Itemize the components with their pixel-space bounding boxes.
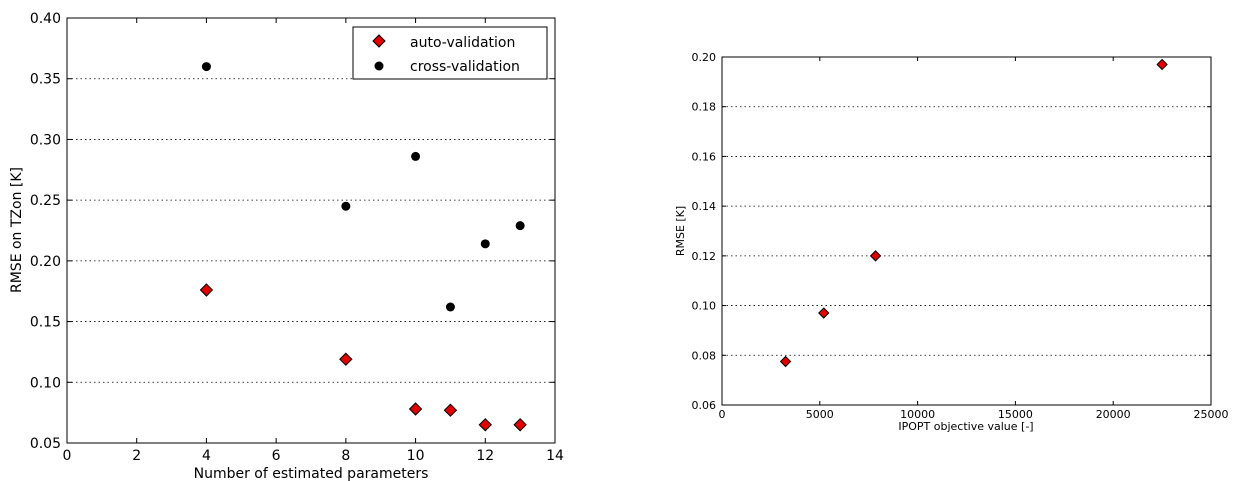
y-tick-label: 0.20 xyxy=(692,51,717,64)
y-tick-label: 0.15 xyxy=(30,315,61,331)
y-tick-label: 0.20 xyxy=(30,254,61,270)
data-point-circle xyxy=(341,201,351,211)
x-tick-label: 20000 xyxy=(1096,408,1131,421)
chart-rmse-vs-parameters: 0.05 0.10 0.15 0.20 0.25 0.30 0.35 0.40 0 2 4 6 8 10 1… xyxy=(9,11,564,481)
y-tick-label: 0.16 xyxy=(692,150,717,163)
data-point-circle xyxy=(515,221,525,231)
data-point-diamond xyxy=(513,418,527,432)
data-point-diamond xyxy=(818,307,830,319)
x-tick-label: 6 xyxy=(272,448,281,464)
grid-lines xyxy=(67,78,555,383)
x-tick-label: 14 xyxy=(546,448,564,464)
x-tick-label: 0 xyxy=(719,408,726,421)
y-tick-label: 0.18 xyxy=(692,101,717,114)
x-tick-label: 15000 xyxy=(998,408,1033,421)
y-tick-label: 0.12 xyxy=(692,250,717,263)
legend-label-auto-validation: auto-validation xyxy=(410,35,515,51)
legend-box xyxy=(352,26,548,80)
x-tick-label: 25000 xyxy=(1194,408,1229,421)
y-tick-label: 0.40 xyxy=(30,11,61,27)
plot-frame xyxy=(721,56,1212,406)
axis-ticks: 0.06 0.08 0.10 0.12 0.14 0.16 0.18 0.20 0 5000 100… xyxy=(692,51,1229,421)
x-axis-label: IPOPT objective value [-] xyxy=(898,420,1033,433)
data-point-diamond xyxy=(339,352,353,366)
axis-ticks: 0.05 0.10 0.15 0.20 0.25 0.30 0.35 0.40 0 2 4 6 8 10 1… xyxy=(30,11,564,464)
data-point-circle xyxy=(445,302,455,312)
data-points xyxy=(779,58,1168,368)
legend-marker-cross-validation xyxy=(374,61,384,71)
data-point-diamond xyxy=(443,403,458,417)
x-tick-label: 5000 xyxy=(806,408,834,421)
x-tick-label: 12 xyxy=(476,448,494,464)
legend: auto-validation cross-validation xyxy=(352,26,548,80)
legend-label-cross-validation: cross-validation xyxy=(410,59,520,75)
y-tick-label: 0.14 xyxy=(692,200,717,213)
y-tick-label: 0.35 xyxy=(30,72,61,88)
grid-lines xyxy=(722,106,1211,356)
data-point-circle xyxy=(411,151,421,161)
x-tick-label: 10 xyxy=(407,448,425,464)
y-tick-label: 0.06 xyxy=(692,399,717,412)
x-tick-label: 10000 xyxy=(900,408,935,421)
y-tick-label: 0.08 xyxy=(692,349,717,362)
data-point-diamond xyxy=(779,355,792,368)
data-point-circle xyxy=(201,62,211,72)
y-axis-label: RMSE [K] xyxy=(674,206,687,256)
data-point-diamond xyxy=(478,418,492,432)
x-tick-label: 4 xyxy=(202,448,211,464)
y-tick-label: 0.10 xyxy=(692,300,717,313)
data-point-diamond xyxy=(869,250,882,262)
y-tick-label: 0.25 xyxy=(30,193,61,209)
chart-rmse-vs-ipopt: 0.06 0.08 0.10 0.12 0.14 0.16 0.18 0.20 0 5000 100… xyxy=(674,51,1229,433)
data-point-circle xyxy=(480,239,490,249)
data-point-diamond xyxy=(408,402,423,416)
y-tick-label: 0.30 xyxy=(30,132,61,148)
y-axis-label: RMSE on TZon [K] xyxy=(9,167,25,293)
x-axis-label: Number of estimated parameters xyxy=(194,466,429,481)
x-tick-label: 2 xyxy=(132,448,141,464)
x-tick-label: 0 xyxy=(63,448,72,464)
data-point-diamond xyxy=(1156,58,1168,71)
legend-marker-auto-validation xyxy=(372,34,386,48)
x-tick-label: 8 xyxy=(341,448,350,464)
y-tick-label: 0.10 xyxy=(30,375,61,391)
y-tick-label: 0.05 xyxy=(30,436,61,452)
data-points xyxy=(199,62,527,432)
plot-frame xyxy=(66,17,556,444)
data-point-diamond xyxy=(199,283,214,297)
